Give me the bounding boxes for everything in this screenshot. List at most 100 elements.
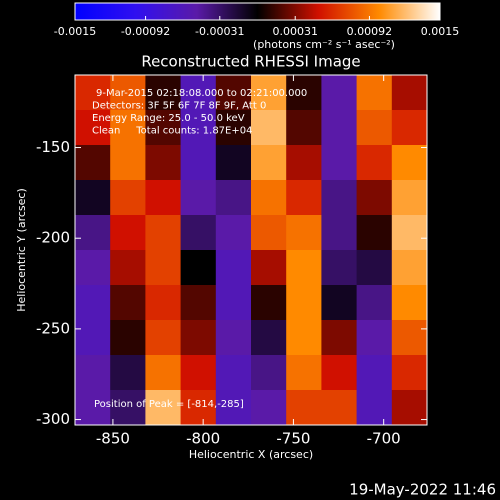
heatmap-cell	[286, 75, 322, 111]
heatmap-cell	[251, 390, 287, 426]
colorbar-tick-label: -0.00092	[121, 25, 170, 38]
heatmap-cell	[391, 180, 428, 216]
heatmap-cell	[145, 75, 182, 111]
heatmap-cell	[286, 145, 322, 181]
heatmap-cell	[356, 285, 393, 321]
heatmap-cell	[110, 145, 146, 181]
heatmap-cell	[145, 215, 182, 251]
heatmap-cell	[391, 250, 428, 286]
heatmap-cell	[180, 285, 217, 321]
x-tick-label: -750	[276, 430, 310, 448]
heatmap-cell	[110, 320, 146, 356]
colorbar-tick-label: -0.0015	[54, 25, 96, 38]
heatmap-cell	[75, 110, 111, 146]
x-axis-label: Heliocentric X (arcsec)	[189, 448, 313, 461]
heatmap-cell	[321, 285, 358, 321]
heatmap-cell	[321, 145, 358, 181]
heatmap-cell	[180, 215, 217, 251]
heatmap-cell	[110, 390, 146, 426]
heatmap-cell	[75, 285, 111, 321]
heatmap-cell	[391, 145, 428, 181]
heatmap-cell	[251, 355, 287, 391]
heatmap-cell	[215, 75, 252, 111]
heatmap-cell	[356, 320, 393, 356]
heatmap-cell	[145, 180, 182, 216]
x-tick-label: -700	[367, 430, 401, 448]
heatmap-cell	[75, 250, 111, 286]
heatmap-cell	[145, 145, 182, 181]
x-tick-label: -850	[96, 430, 130, 448]
heatmap-cell	[286, 110, 322, 146]
heatmap-cell	[321, 355, 358, 391]
heatmap-cell	[286, 180, 322, 216]
heatmap-cell	[110, 250, 146, 286]
heatmap-cell	[356, 180, 393, 216]
heatmap-cell	[145, 320, 182, 356]
heatmap-cell	[356, 215, 393, 251]
heatmap-cell	[251, 320, 287, 356]
colorbar	[74, 2, 441, 21]
chart-title: Reconstructed RHESSI Image	[141, 53, 360, 71]
heatmap-cell	[180, 180, 217, 216]
heatmap-cell	[215, 320, 252, 356]
heatmap-cell	[110, 180, 146, 216]
heatmap-cell	[391, 110, 428, 146]
y-tick-label: -300	[36, 410, 70, 428]
heatmap-cell	[321, 180, 358, 216]
colorbar-tick-label: 0.00092	[347, 25, 393, 38]
x-tick-label: -800	[186, 430, 220, 448]
heatmap-cell	[180, 355, 217, 391]
heatmap-cell	[110, 215, 146, 251]
heatmap-cell	[251, 215, 287, 251]
heatmap-cell	[110, 110, 146, 146]
heatmap-cell	[215, 355, 252, 391]
heatmap-cell	[180, 320, 217, 356]
heatmap-cell	[145, 250, 182, 286]
heatmap-cell	[215, 215, 252, 251]
heatmap-cell	[356, 75, 393, 111]
heatmap-cell	[110, 75, 146, 111]
plot-frame	[74, 74, 428, 426]
heatmap-cell	[391, 75, 428, 111]
y-axis-label: Heliocentric Y (arcsec)	[15, 188, 28, 312]
heatmap-cell	[215, 145, 252, 181]
heatmap-cell	[215, 285, 252, 321]
colorbar-tick-label: -0.00031	[195, 25, 244, 38]
heatmap-cell	[286, 320, 322, 356]
y-tick-label: -150	[36, 138, 70, 156]
heatmap-cell	[251, 180, 287, 216]
heatmap-cell	[180, 75, 217, 111]
heatmap-cell	[75, 355, 111, 391]
heatmap-cell	[215, 180, 252, 216]
heatmap-cell	[286, 215, 322, 251]
heatmap-cell	[215, 250, 252, 286]
heatmap-cell	[356, 110, 393, 146]
annotation: Energy Range: 25.0 - 50.0 keV	[92, 113, 245, 124]
heatmap-cell	[251, 285, 287, 321]
heatmap-cell	[145, 390, 182, 426]
y-tick-label: -200	[36, 229, 70, 247]
heatmap-cell	[75, 75, 111, 111]
heatmap-cell	[286, 390, 322, 426]
colorbar-tick-label: 0.0015	[421, 25, 460, 38]
colorbar-tick-label: 0.00031	[272, 25, 318, 38]
heatmap-cell	[321, 75, 358, 111]
heatmap-cell	[321, 250, 358, 286]
heatmap-cell	[321, 215, 358, 251]
heatmap-cell	[391, 355, 428, 391]
heatmap-cell	[356, 145, 393, 181]
annotation: 9-Mar-2015 02:18:08.000 to 02:21:00.000	[96, 88, 307, 99]
heatmap-cell	[110, 355, 146, 391]
heatmap-cell	[215, 390, 252, 426]
heatmap-cell	[321, 110, 358, 146]
heatmap-cell	[180, 145, 217, 181]
annotation: Detectors: 3F 5F 6F 7F 8F 9F, Att 0	[92, 101, 266, 112]
heatmap-cell	[356, 250, 393, 286]
heatmap-cell	[321, 390, 358, 426]
heatmap-cell	[251, 145, 287, 181]
heatmap-cell	[356, 355, 393, 391]
heatmap-cell	[75, 180, 111, 216]
timestamp: 19-May-2022 11:46	[349, 481, 496, 499]
heatmap-cell	[321, 320, 358, 356]
